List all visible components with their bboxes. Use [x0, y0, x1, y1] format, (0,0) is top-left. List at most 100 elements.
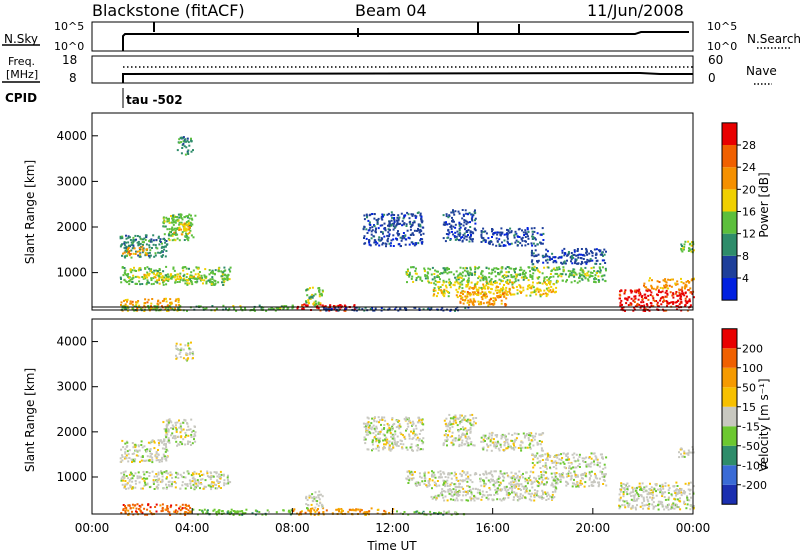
scatter-pixel — [513, 236, 516, 239]
scatter-pixel — [158, 268, 161, 270]
scatter-pixel — [464, 235, 467, 238]
scatter-pixel — [520, 483, 523, 486]
scatter-pixel — [428, 478, 431, 480]
scatter-pixel — [151, 458, 154, 461]
scatter-pixel — [178, 223, 181, 226]
scatter-pixel — [123, 255, 126, 258]
scatter-pixel — [577, 262, 579, 265]
scatter-pixel — [314, 491, 317, 494]
scatter-pixel — [686, 302, 689, 304]
scatter-pixel — [540, 476, 543, 479]
scatter-pixel — [337, 304, 340, 307]
scatter-pixel — [387, 237, 390, 240]
scatter-pixel — [546, 255, 549, 258]
scatter-pixel — [212, 509, 215, 512]
scatter-pixel — [430, 308, 433, 311]
scatter-pixel — [158, 243, 161, 246]
scatter-pixel — [412, 449, 414, 452]
scatter-pixel — [517, 240, 520, 243]
scatter-pixel — [363, 425, 366, 428]
scatter-pixel — [192, 149, 194, 152]
scatter-pixel — [559, 480, 562, 483]
scatter-pixel — [424, 277, 427, 280]
scatter-pixel — [388, 307, 391, 310]
scatter-pixel — [409, 446, 412, 449]
scatter-pixel — [544, 492, 547, 495]
scatter-pixel — [123, 246, 126, 249]
scatter-pixel — [449, 498, 452, 501]
scatter-pixel — [422, 232, 425, 235]
scatter-pixel — [445, 436, 448, 439]
scatter-pixel — [409, 421, 412, 424]
scatter-pixel — [454, 309, 456, 312]
scatter-pixel — [563, 247, 566, 250]
scatter-pixel — [603, 259, 606, 262]
scatter-pixel — [322, 306, 325, 309]
scatter-pixel — [480, 276, 483, 279]
scatter-pixel — [169, 273, 172, 276]
scatter-pixel — [462, 428, 465, 431]
scatter-pixel — [371, 213, 374, 215]
scatter-pixel — [445, 425, 448, 428]
scatter-pixel — [143, 241, 145, 244]
scatter-pixel — [186, 353, 189, 356]
scatter-pixel — [461, 426, 464, 429]
scatter-pixel — [463, 269, 466, 272]
scatter-pixel — [457, 430, 460, 433]
scatter-pixel — [175, 298, 178, 301]
scatter-pixel — [537, 269, 540, 272]
scatter-pixel — [571, 485, 574, 488]
scatter-pixel — [580, 477, 583, 480]
scatter-pixel — [422, 423, 425, 426]
scatter-pixel — [493, 470, 496, 473]
scatter-pixel — [198, 509, 201, 511]
scatter-pixel — [585, 247, 588, 250]
scatter-pixel — [143, 484, 146, 487]
scatter-pixel — [350, 509, 353, 512]
scatter-pixel — [144, 302, 147, 304]
scatter-pixel — [124, 506, 127, 509]
scatter-pixel — [535, 494, 538, 497]
scatter-pixel — [165, 458, 167, 461]
scatter-pixel — [182, 266, 185, 269]
scatter-pixel — [454, 231, 457, 234]
scatter-pixel — [408, 477, 411, 480]
scatter-pixel — [226, 277, 229, 280]
scatter-pixel — [681, 290, 684, 293]
scatter-pixel — [529, 479, 532, 482]
scatter-pixel — [147, 298, 150, 301]
scatter-pixel — [469, 496, 472, 499]
scatter-pixel — [121, 237, 124, 240]
scatter-pixel — [304, 511, 307, 514]
scatter-pixel — [368, 214, 371, 217]
scatter-pixel — [474, 211, 477, 214]
scatter-pixel — [575, 485, 578, 488]
nsearch-label: N.Search — [747, 32, 800, 46]
scatter-pixel — [496, 498, 499, 501]
scatter-pixel — [421, 480, 424, 483]
scatter-pixel — [388, 220, 391, 223]
scatter-pixel — [515, 276, 518, 279]
scatter-pixel — [671, 278, 674, 281]
scatter-pixel — [672, 292, 675, 295]
scatter-pixel — [640, 304, 643, 307]
scatter-pixel — [399, 236, 402, 239]
scatter-pixel — [165, 477, 168, 480]
scatter-pixel — [520, 447, 523, 450]
scatter-pixel — [576, 249, 579, 252]
scatter-pixel — [395, 426, 398, 429]
scatter-pixel — [684, 291, 687, 294]
scatter-pixel — [493, 267, 496, 270]
scatter-pixel — [353, 509, 356, 512]
scatter-pixel — [649, 277, 651, 280]
scatter-pixel — [461, 480, 464, 483]
scatter-pixel — [565, 480, 567, 483]
scatter-pixel — [659, 297, 662, 300]
scatter-pixel — [541, 432, 544, 434]
scatter-pixel — [456, 494, 458, 497]
scatter-pixel — [580, 253, 583, 256]
scatter-pixel — [165, 419, 168, 422]
scatter-pixel — [401, 237, 404, 240]
scatter-pixel — [414, 471, 416, 473]
